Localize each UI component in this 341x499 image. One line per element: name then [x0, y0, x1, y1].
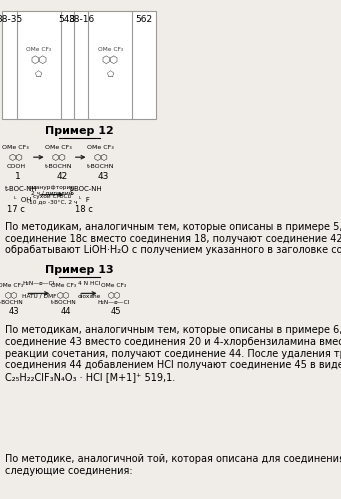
Text: t-BOC-NH: t-BOC-NH [70, 186, 102, 192]
Text: 4 N HCl: 4 N HCl [78, 281, 100, 286]
Text: s: s [70, 188, 74, 197]
Text: Пример 12: Пример 12 [45, 126, 114, 136]
Text: ⬠: ⬠ [35, 70, 42, 79]
Text: ⬡⬡: ⬡⬡ [9, 154, 23, 163]
Text: OMe CF₃: OMe CF₃ [51, 283, 76, 288]
Text: По методикам, аналогичным тем, которые описаны в примере 6, применяя
соединение : По методикам, аналогичным тем, которые о… [5, 325, 341, 382]
Text: ⬡⬡: ⬡⬡ [102, 55, 119, 65]
Text: цианурфторид,: цианурфторид, [28, 185, 76, 190]
Text: OMe CF₃: OMe CF₃ [26, 47, 51, 52]
Text: 17 с: 17 с [7, 205, 25, 214]
Text: t-BOCHN: t-BOCHN [50, 300, 76, 305]
Text: 45: 45 [111, 307, 121, 316]
Text: t-BOC-NH: t-BOC-NH [5, 186, 38, 192]
Text: 43: 43 [8, 307, 19, 316]
Text: 2 ч / пиридин: 2 ч / пиридин [31, 191, 73, 196]
Text: Пример 13: Пример 13 [45, 265, 114, 275]
Text: COOH: COOH [6, 164, 25, 169]
Text: HATU / DMF: HATU / DMF [21, 293, 56, 298]
Text: 42: 42 [57, 172, 68, 181]
Bar [2, 11, 156, 119]
Text: OMe CF₃: OMe CF₃ [98, 47, 123, 52]
Text: ⬡⬡: ⬡⬡ [93, 154, 108, 163]
Text: ⬡⬡: ⬡⬡ [51, 154, 66, 163]
Text: OMe CF₃: OMe CF₃ [0, 283, 24, 288]
Text: сухой CH₂Cl₂: сухой CH₂Cl₂ [33, 194, 71, 199]
Text: OMe CF₃: OMe CF₃ [45, 145, 72, 150]
Text: 38-16: 38-16 [68, 15, 94, 24]
Text: 562: 562 [135, 15, 152, 24]
Text: 44: 44 [60, 307, 71, 316]
Text: 548: 548 [59, 15, 76, 24]
Text: По методике, аналогичной той, которая описана для соединения 45, получают
следую: По методике, аналогичной той, которая оп… [5, 454, 341, 476]
Text: ⬡⬡: ⬡⬡ [30, 55, 47, 65]
Text: ⬡⬡: ⬡⬡ [4, 291, 18, 300]
Text: ⬡⬡: ⬡⬡ [57, 291, 70, 300]
Text: По методикам, аналогичным тем, которые описаны в примере 5, применяя
соединение : По методикам, аналогичным тем, которые о… [5, 222, 341, 255]
Text: ⬡⬡: ⬡⬡ [107, 291, 121, 300]
Text: OMe CF₃: OMe CF₃ [2, 145, 29, 150]
Text: H₂N—⌀—Cl: H₂N—⌀—Cl [23, 281, 55, 286]
Text: ⬠: ⬠ [107, 70, 114, 79]
Text: t-BOCHN: t-BOCHN [45, 164, 72, 169]
Text: dioxane: dioxane [77, 294, 101, 299]
Text: OMe CF₃: OMe CF₃ [87, 145, 114, 150]
Text: 18 с: 18 с [75, 205, 93, 214]
Text: H₂N—⌀—Cl: H₂N—⌀—Cl [98, 300, 130, 305]
Text: ᴸ  F: ᴸ F [70, 197, 89, 203]
Text: t-BOCHN: t-BOCHN [87, 164, 114, 169]
Text: t-BOCHN: t-BOCHN [0, 300, 24, 305]
Text: ᴸ  OH: ᴸ OH [5, 197, 31, 203]
Text: OMe CF₃: OMe CF₃ [101, 283, 127, 288]
Text: 1: 1 [15, 172, 21, 181]
Text: -10 до -30°C, 2 ч: -10 до -30°C, 2 ч [27, 200, 77, 205]
Text: 38-35: 38-35 [0, 15, 23, 24]
Text: 43: 43 [98, 172, 109, 181]
